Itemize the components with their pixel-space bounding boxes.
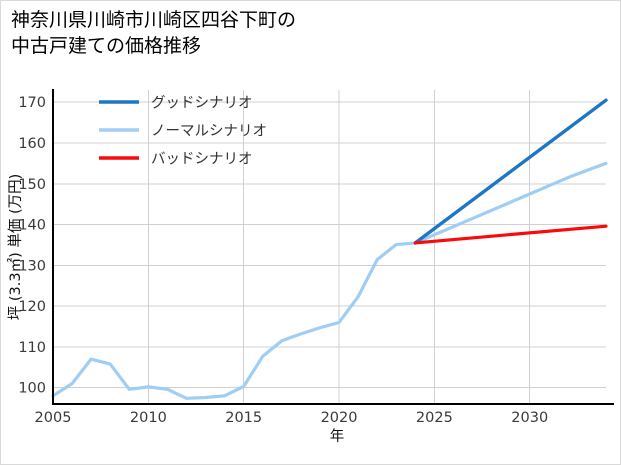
x-tick-label: 2010 — [130, 410, 167, 426]
y-tick-label: 130 — [18, 258, 46, 274]
y-tick-label: 110 — [18, 340, 46, 356]
y-tick-label: 150 — [18, 177, 46, 193]
x-tick-label: 2015 — [225, 410, 262, 426]
x-tick-label: 2030 — [511, 410, 548, 426]
x-tick-label: 2025 — [416, 410, 453, 426]
x-tick-label: 2020 — [321, 410, 358, 426]
x-axis-tick-labels: 2005 2010 2015 2020 2025 2030 — [35, 410, 549, 426]
y-tick-label: 160 — [18, 136, 46, 152]
y-tick-label: 140 — [18, 218, 46, 234]
y-axis-tick-labels: 100 110 120 130 140 150 160 170 — [18, 95, 46, 396]
gridlines — [52, 90, 606, 404]
y-axis-title: 坪 (3.3㎡) 単価 (万円) — [7, 174, 24, 321]
page-title: 神奈川県川崎市川崎区四谷下町の 中古戸建ての価格推移 — [11, 9, 297, 57]
y-tick-label: 100 — [18, 381, 46, 397]
x-axis-title: 年 — [330, 428, 345, 445]
series-line — [51, 161, 608, 400]
legend-label: ノーマルシナリオ — [151, 124, 267, 140]
x-tick-label: 2005 — [35, 410, 72, 426]
axis-spines — [52, 89, 614, 405]
legend-label: バッドシナリオ — [151, 152, 253, 168]
series-layer — [51, 98, 608, 400]
y-tick-label: 170 — [18, 95, 46, 111]
y-tick-label: 120 — [18, 299, 46, 315]
legend-label: グッドシナリオ — [151, 95, 253, 112]
series-line — [413, 98, 608, 245]
series-line — [413, 224, 608, 245]
